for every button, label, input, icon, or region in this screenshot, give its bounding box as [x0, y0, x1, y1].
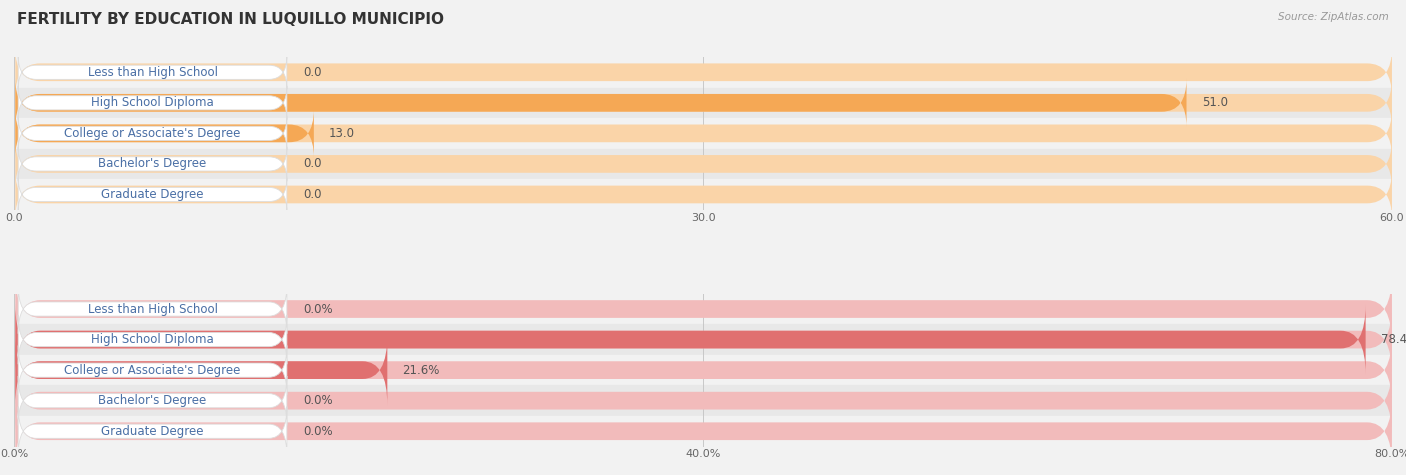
FancyBboxPatch shape [15, 335, 387, 405]
FancyBboxPatch shape [18, 178, 287, 211]
Text: 21.6%: 21.6% [402, 364, 440, 377]
Text: Bachelor's Degree: Bachelor's Degree [98, 157, 207, 171]
FancyBboxPatch shape [15, 335, 1392, 405]
Text: Source: ZipAtlas.com: Source: ZipAtlas.com [1278, 12, 1389, 22]
Bar [14, 57, 1392, 87]
Bar [14, 294, 1392, 324]
FancyBboxPatch shape [15, 304, 1392, 375]
FancyBboxPatch shape [15, 79, 1392, 127]
Text: 78.4%: 78.4% [1381, 333, 1406, 346]
FancyBboxPatch shape [18, 56, 287, 89]
Text: 0.0%: 0.0% [304, 303, 333, 315]
FancyBboxPatch shape [18, 315, 287, 364]
Bar [14, 385, 1392, 416]
FancyBboxPatch shape [15, 171, 1392, 219]
FancyBboxPatch shape [15, 274, 1392, 344]
FancyBboxPatch shape [18, 147, 287, 180]
Text: Graduate Degree: Graduate Degree [101, 188, 204, 201]
FancyBboxPatch shape [18, 117, 287, 150]
Text: College or Associate's Degree: College or Associate's Degree [65, 127, 240, 140]
Text: High School Diploma: High School Diploma [91, 96, 214, 109]
Bar [14, 416, 1392, 446]
Text: Less than High School: Less than High School [87, 66, 218, 79]
Text: 0.0%: 0.0% [304, 425, 333, 438]
FancyBboxPatch shape [15, 304, 1365, 375]
Text: FERTILITY BY EDUCATION IN LUQUILLO MUNICIPIO: FERTILITY BY EDUCATION IN LUQUILLO MUNIC… [17, 12, 444, 27]
Bar [14, 355, 1392, 385]
Text: 0.0: 0.0 [304, 157, 322, 171]
FancyBboxPatch shape [18, 86, 287, 120]
Bar [14, 324, 1392, 355]
Text: Less than High School: Less than High School [87, 303, 218, 315]
FancyBboxPatch shape [15, 396, 1392, 466]
FancyBboxPatch shape [18, 345, 287, 395]
FancyBboxPatch shape [18, 407, 287, 456]
FancyBboxPatch shape [15, 109, 314, 158]
Bar [14, 118, 1392, 149]
Text: 13.0: 13.0 [329, 127, 356, 140]
FancyBboxPatch shape [18, 376, 287, 425]
FancyBboxPatch shape [15, 109, 1392, 158]
Text: 0.0: 0.0 [304, 66, 322, 79]
Text: 51.0: 51.0 [1202, 96, 1227, 109]
Text: High School Diploma: High School Diploma [91, 333, 214, 346]
Text: 0.0: 0.0 [304, 188, 322, 201]
Text: Graduate Degree: Graduate Degree [101, 425, 204, 438]
Bar [14, 87, 1392, 118]
Text: 0.0%: 0.0% [304, 394, 333, 407]
FancyBboxPatch shape [15, 79, 1187, 127]
Bar [14, 149, 1392, 179]
FancyBboxPatch shape [15, 48, 1392, 96]
Bar [14, 179, 1392, 210]
FancyBboxPatch shape [15, 140, 1392, 188]
Text: Bachelor's Degree: Bachelor's Degree [98, 394, 207, 407]
FancyBboxPatch shape [15, 366, 1392, 436]
FancyBboxPatch shape [18, 285, 287, 334]
Text: College or Associate's Degree: College or Associate's Degree [65, 364, 240, 377]
